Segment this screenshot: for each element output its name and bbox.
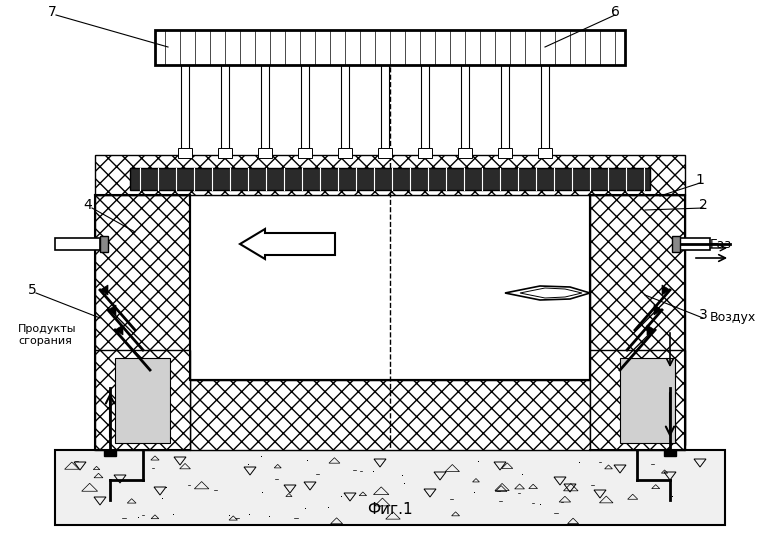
Bar — [498, 148, 512, 158]
Bar — [130, 168, 650, 190]
Bar — [501, 65, 509, 155]
Text: 1: 1 — [696, 173, 704, 187]
Bar — [55, 238, 100, 250]
Bar — [664, 450, 676, 456]
Bar — [104, 450, 116, 456]
Text: 7: 7 — [48, 5, 56, 19]
Text: Фиг.1: Фиг.1 — [367, 503, 413, 518]
Bar — [155, 30, 625, 65]
Text: 6: 6 — [611, 5, 619, 19]
Bar — [258, 148, 272, 158]
Text: 3: 3 — [699, 308, 707, 322]
Bar — [338, 148, 352, 158]
Bar — [95, 195, 190, 445]
Text: Газ: Газ — [710, 238, 732, 251]
Bar — [301, 65, 309, 155]
Bar — [261, 65, 269, 155]
Bar — [115, 358, 170, 443]
Polygon shape — [100, 285, 108, 295]
Bar — [381, 65, 389, 155]
Text: 4: 4 — [83, 198, 92, 212]
Bar — [590, 195, 685, 445]
Bar — [418, 148, 432, 158]
Polygon shape — [654, 305, 662, 315]
Polygon shape — [662, 285, 670, 295]
Bar — [181, 65, 189, 155]
Bar — [672, 236, 680, 252]
Bar — [55, 450, 725, 525]
Text: 2: 2 — [699, 198, 707, 212]
Bar — [378, 148, 392, 158]
Bar — [541, 65, 549, 155]
Bar — [298, 148, 312, 158]
Bar — [538, 148, 552, 158]
Bar — [218, 148, 232, 158]
Bar — [190, 380, 590, 450]
Bar — [421, 65, 429, 155]
FancyArrow shape — [240, 229, 335, 259]
Bar — [95, 155, 685, 195]
Polygon shape — [108, 305, 116, 315]
Bar — [458, 148, 472, 158]
Bar — [100, 236, 108, 252]
Bar — [680, 238, 710, 250]
Polygon shape — [505, 286, 590, 300]
Text: Воздух: Воздух — [710, 311, 757, 324]
Polygon shape — [647, 325, 655, 335]
Bar — [221, 65, 229, 155]
Text: 5: 5 — [27, 283, 37, 297]
Bar — [590, 350, 685, 450]
Bar — [95, 350, 190, 450]
Bar — [190, 195, 590, 380]
Text: Продукты
сгорания: Продукты сгорания — [18, 324, 76, 346]
Bar — [620, 358, 675, 443]
Bar — [461, 65, 469, 155]
Polygon shape — [115, 325, 123, 335]
Bar — [178, 148, 192, 158]
Bar — [341, 65, 349, 155]
